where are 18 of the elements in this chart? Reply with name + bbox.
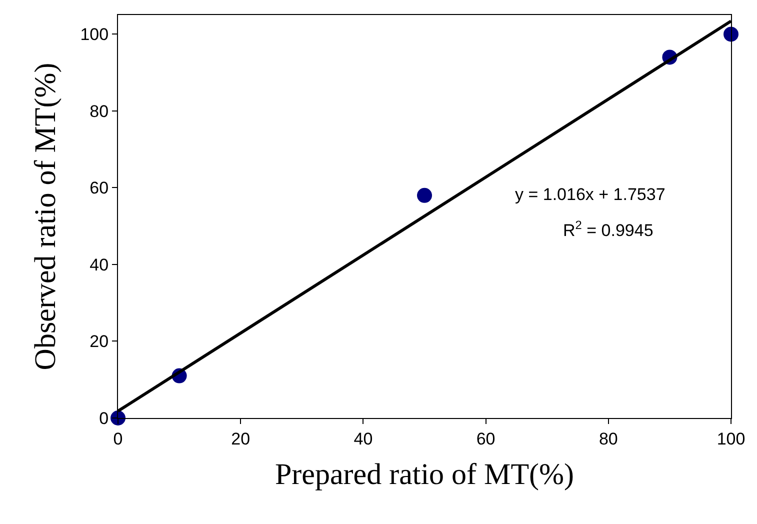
y-tick-label: 80 <box>90 102 109 121</box>
x-tick-label: 20 <box>231 429 250 448</box>
y-tick-label: 100 <box>80 25 109 44</box>
x-tick-label: 40 <box>354 429 373 448</box>
x-tick-label: 60 <box>476 429 496 448</box>
x-axis-title: Prepared ratio of MT(%) <box>274 458 574 491</box>
x-tick-label: 100 <box>716 429 746 448</box>
point <box>724 26 738 42</box>
y-tick-label: 40 <box>90 255 109 274</box>
y-tick-label: 0 <box>99 408 109 428</box>
y-tick-label: 20 <box>90 332 109 352</box>
x-tick-label: 80 <box>598 429 618 448</box>
y-tick-label: 60 <box>90 178 109 198</box>
y-axis-title: Observed ratio of MT(%) <box>29 62 62 370</box>
annotation: y = 1.016x + 1.7537 <box>515 185 666 204</box>
point <box>417 188 432 203</box>
x-tick-label: 0 <box>113 429 123 448</box>
annotation: R$^{2}$ = 0.9945 <box>563 218 654 240</box>
